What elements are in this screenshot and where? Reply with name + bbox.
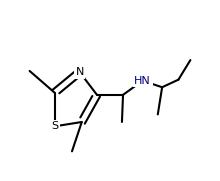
Text: HN: HN (134, 76, 151, 86)
Text: N: N (75, 67, 84, 77)
Text: S: S (51, 121, 58, 131)
